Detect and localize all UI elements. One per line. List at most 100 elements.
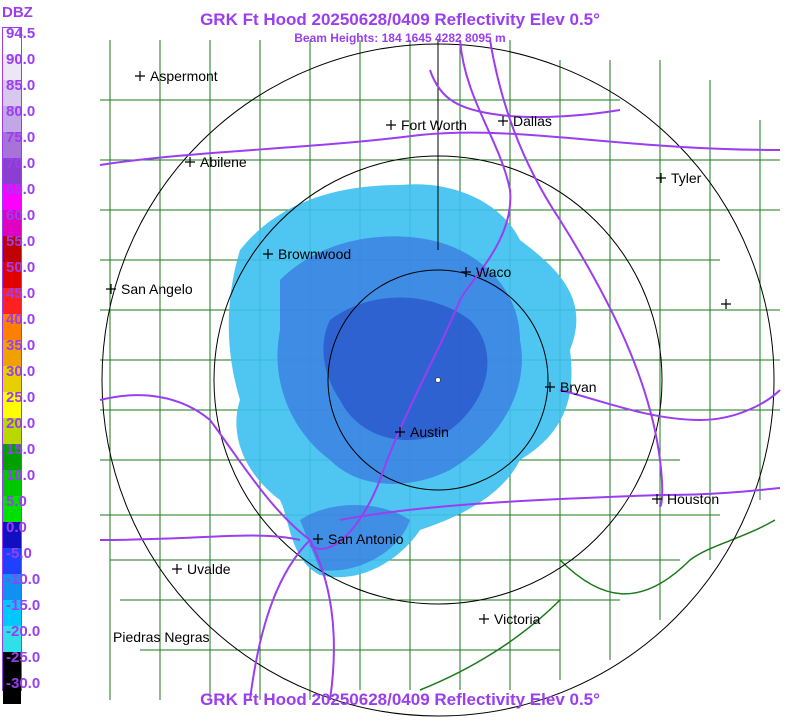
city-label: Brownwood bbox=[278, 246, 351, 262]
legend-label: -20.0 bbox=[6, 623, 41, 640]
city-label: Victoria bbox=[494, 611, 541, 627]
city-label: Piedras Negras bbox=[113, 629, 210, 645]
legend-label: 85.0 bbox=[6, 77, 36, 94]
city-label: Bryan bbox=[560, 379, 597, 395]
city-label: Austin bbox=[410, 424, 449, 440]
color-scale-bar bbox=[2, 27, 22, 704]
legend-label: -5.0 bbox=[6, 545, 32, 562]
city-brownwood: Brownwood bbox=[263, 246, 351, 262]
city-waco: Waco bbox=[461, 264, 511, 280]
legend-label: 5.0 bbox=[6, 493, 27, 510]
legend-label: 45.0 bbox=[6, 285, 36, 302]
city-label: San Angelo bbox=[121, 281, 193, 297]
legend-label: 15.0 bbox=[6, 441, 36, 458]
legend-label: 80.0 bbox=[6, 103, 36, 120]
legend-label: 94.5 bbox=[6, 25, 36, 42]
city-dallas: Dallas bbox=[498, 113, 552, 129]
legend-swatch bbox=[3, 132, 21, 158]
map-footer-title: GRK Ft Hood 20250628/0409 Reflectivity E… bbox=[200, 690, 600, 709]
city-label: San Antonio bbox=[328, 531, 404, 547]
legend-label: -10.0 bbox=[6, 571, 41, 588]
city-piedras-negras: Piedras Negras bbox=[113, 629, 210, 645]
legend-label: 40.0 bbox=[6, 311, 36, 328]
city-houston: Houston bbox=[652, 491, 719, 507]
city-label: Uvalde bbox=[187, 561, 231, 577]
plus-icon bbox=[172, 564, 182, 574]
legend-swatch bbox=[3, 678, 21, 704]
legend-label: 60.0 bbox=[6, 207, 36, 224]
legend-swatch bbox=[3, 236, 21, 262]
highways bbox=[99, 39, 781, 701]
city-abilene: Abilene bbox=[185, 154, 247, 170]
range-rings bbox=[101, 40, 775, 717]
legend-label: 0.0 bbox=[6, 519, 27, 536]
plus-icon bbox=[135, 71, 145, 81]
legend-swatch bbox=[3, 652, 21, 678]
plus-icon bbox=[263, 249, 273, 259]
city-unnamed bbox=[721, 299, 731, 309]
legend-label: -25.0 bbox=[6, 649, 41, 666]
plus-icon bbox=[395, 427, 405, 437]
legend-swatch bbox=[3, 600, 21, 626]
legend-swatch bbox=[3, 418, 21, 444]
map-title: GRK Ft Hood 20250628/0409 Reflectivity E… bbox=[200, 10, 600, 29]
legend-swatch bbox=[3, 392, 21, 418]
legend-swatch bbox=[3, 106, 21, 132]
legend-swatch bbox=[3, 288, 21, 314]
legend-swatch bbox=[3, 158, 21, 184]
beam-heights: Beam Heights: 184 1645 4282 8095 m bbox=[294, 31, 506, 45]
legend-swatch bbox=[3, 28, 21, 54]
city-fort-worth: Fort Worth bbox=[386, 117, 467, 133]
legend-swatch bbox=[3, 314, 21, 340]
city-label: Fort Worth bbox=[401, 117, 467, 133]
reflectivity-echoes bbox=[228, 184, 577, 578]
legend-swatch bbox=[3, 522, 21, 548]
legend-label: 70.0 bbox=[6, 155, 36, 172]
legend-label: 10.0 bbox=[6, 467, 36, 484]
legend-label: 65.0 bbox=[6, 181, 36, 198]
legend-unit: DBZ bbox=[2, 4, 33, 21]
legend-swatch bbox=[3, 340, 21, 366]
plus-icon bbox=[106, 284, 116, 294]
legend-swatch bbox=[3, 444, 21, 470]
plus-icon bbox=[479, 614, 489, 624]
legend-label: 55.0 bbox=[6, 233, 36, 250]
legend-label: 35.0 bbox=[6, 337, 36, 354]
city-label: Aspermont bbox=[150, 68, 218, 84]
legend-label: -15.0 bbox=[6, 597, 41, 614]
city-label: Houston bbox=[667, 491, 719, 507]
legend-swatch bbox=[3, 496, 21, 522]
city-tyler: Tyler bbox=[656, 170, 702, 186]
plus-icon bbox=[721, 299, 731, 309]
legend-label: 90.0 bbox=[6, 51, 36, 68]
city-victoria: Victoria bbox=[479, 611, 541, 627]
legend-swatch bbox=[3, 54, 21, 80]
city-bryan: Bryan bbox=[545, 379, 597, 395]
legend-swatch bbox=[3, 262, 21, 288]
city-austin: Austin bbox=[395, 424, 449, 440]
plus-icon bbox=[461, 267, 471, 277]
city-label: Waco bbox=[476, 264, 511, 280]
legend-swatch bbox=[3, 184, 21, 210]
legend-label: 50.0 bbox=[6, 259, 36, 276]
plus-icon bbox=[313, 534, 323, 544]
city-markers: Aspermont Fort Worth Dallas Abilene Tyler Bro… bbox=[106, 68, 731, 645]
plus-icon bbox=[545, 382, 555, 392]
reflectivity-legend: DBZ 94.5 90.0 85.0 80.0 75.0 70.0 65.0 60.0 55.0… bbox=[0, 0, 60, 726]
legend-label: -30.0 bbox=[6, 675, 41, 692]
legend-label: 30.0 bbox=[6, 363, 36, 380]
city-san-antonio: San Antonio bbox=[313, 531, 404, 547]
legend-label: 20.0 bbox=[6, 415, 36, 432]
plus-icon bbox=[656, 173, 666, 183]
city-label: Dallas bbox=[513, 113, 552, 129]
legend-swatch bbox=[3, 470, 21, 496]
city-san-angelo: San Angelo bbox=[106, 281, 193, 297]
city-label: Tyler bbox=[671, 170, 702, 186]
legend-swatch bbox=[3, 210, 21, 236]
legend-swatch bbox=[3, 574, 21, 600]
legend-swatch bbox=[3, 80, 21, 106]
plus-icon bbox=[386, 120, 396, 130]
city-uvalde: Uvalde bbox=[172, 561, 231, 577]
city-aspermont: Aspermont bbox=[135, 68, 218, 84]
plus-icon bbox=[498, 116, 508, 126]
